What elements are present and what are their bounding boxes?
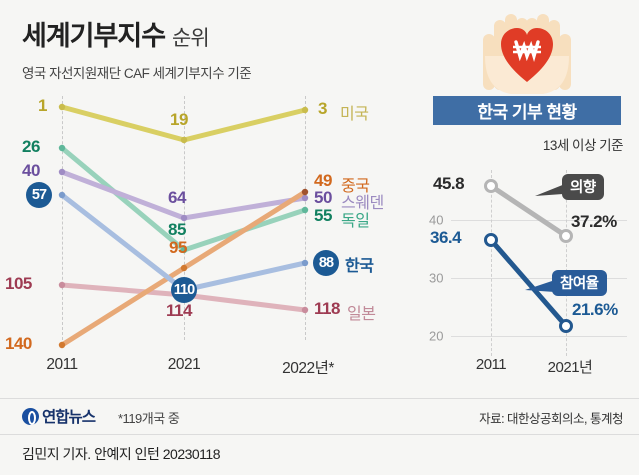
value-label-chamyeoyul-2011: 36.4 bbox=[430, 228, 462, 247]
y-tick-40: 40 bbox=[429, 212, 444, 228]
footer-divider-top bbox=[0, 398, 639, 399]
value-label-usa-2022: 3 bbox=[318, 99, 327, 118]
value-label-germany-2022: 55 bbox=[314, 206, 332, 225]
yonhap-logo[interactable]: 연합뉴스 bbox=[22, 405, 96, 427]
gridline-2011 bbox=[62, 96, 63, 340]
title-sub: 순위 bbox=[172, 27, 210, 50]
country-label-usa: 미국 bbox=[340, 106, 369, 123]
korea-donation-panel: 한국 기부 현황 13세 이상 기준 40 30 20 bbox=[415, 0, 639, 400]
x-axis-label-right-2021: 2021년 bbox=[547, 359, 593, 376]
callout-chamyeoyul: 참여율 bbox=[552, 270, 607, 296]
korea-donation-title-banner: 한국 기부 현황 bbox=[433, 96, 621, 125]
yonhap-logo-text: 연합뉴스 bbox=[42, 409, 96, 426]
value-badge-korea-2021: 110 bbox=[171, 277, 197, 303]
page-title: 세계기부지수 순위 bbox=[22, 14, 251, 53]
korea-donation-series-svg bbox=[484, 179, 573, 333]
line-series-svg bbox=[58, 103, 309, 349]
footer: 연합뉴스 *119개국 중 자료: 대한상공회의소, 통계청 bbox=[0, 398, 639, 434]
gridline-2022 bbox=[305, 96, 306, 340]
value-label-usa-2021: 19 bbox=[170, 110, 188, 129]
country-label-japan: 일본 bbox=[347, 306, 376, 323]
x-axis-label-2021: 2021 bbox=[167, 356, 201, 373]
gridline-20 bbox=[451, 336, 627, 337]
value-label-china-2011: 140 bbox=[5, 334, 32, 353]
y-tick-30: 30 bbox=[429, 270, 444, 286]
value-label-japan-2022: 118 bbox=[314, 299, 340, 318]
gridline-30 bbox=[451, 278, 627, 279]
x-axis-label-2022: 2022년* bbox=[282, 360, 334, 377]
country-label-china: 중국 bbox=[341, 178, 370, 195]
x-axis-label-right-2011: 2011 bbox=[475, 356, 507, 373]
value-label-chamyeoyul-2021: 21.6% bbox=[572, 300, 618, 319]
gridline-right-2011 bbox=[491, 170, 492, 356]
value-label-germany-2021: 85 bbox=[168, 220, 186, 239]
value-badge-korea-2011: 57 bbox=[26, 182, 52, 208]
value-label-sweden-2011: 40 bbox=[22, 161, 40, 180]
value-label-germany-2011: 26 bbox=[22, 137, 40, 156]
callout-uihyang: 의향 bbox=[562, 174, 604, 200]
footnote: *119개국 중 bbox=[118, 411, 180, 426]
world-giving-index-chart: 1 26 40 57 105 140 19 85 64 110 114 95 3… bbox=[0, 88, 408, 388]
hands-holding-heart-won-icon bbox=[471, 4, 583, 105]
value-label-japan-2011: 105 bbox=[5, 274, 32, 293]
value-label-china-2021: 95 bbox=[169, 238, 187, 257]
x-axis-label-2011: 2011 bbox=[46, 356, 78, 373]
title-main: 세계기부지수 bbox=[22, 21, 166, 51]
country-label-germany: 독일 bbox=[341, 213, 370, 230]
yonhap-logo-icon bbox=[22, 407, 39, 425]
country-label-korea: 한국 bbox=[345, 258, 374, 275]
value-label-sweden-2022: 50 bbox=[314, 188, 332, 207]
value-badge-korea-2022: 88 bbox=[313, 250, 339, 276]
value-label-uihyang-2021: 37.2% bbox=[571, 212, 617, 231]
korea-donation-chart: 40 30 20 45.8 37.2% 36.4 bbox=[415, 160, 639, 400]
footer-divider-bottom bbox=[0, 434, 639, 435]
korea-donation-title-text: 한국 기부 현황 bbox=[477, 103, 577, 122]
value-label-uihyang-2011: 45.8 bbox=[433, 174, 465, 193]
value-label-sweden-2021: 64 bbox=[168, 188, 186, 207]
value-label-china-2022: 49 bbox=[314, 171, 332, 190]
header: 세계기부지수 순위 영국 자선지원재단 CAF 세계기부지수 기준 bbox=[22, 14, 252, 82]
value-label-usa-2011: 1 bbox=[38, 96, 47, 115]
gridline-right-2021 bbox=[566, 170, 567, 356]
korea-donation-note: 13세 이상 기준 bbox=[542, 138, 624, 153]
source-credit: 자료: 대한상공회의소, 통계청 bbox=[479, 412, 623, 426]
subtitle: 영국 자선지원재단 CAF 세계기부지수 기준 bbox=[22, 66, 252, 81]
y-tick-20: 20 bbox=[429, 328, 444, 344]
value-label-japan-2021: 114 bbox=[166, 301, 192, 320]
byline: 김민지 기자. 안예지 인턴 20230118 bbox=[22, 446, 221, 462]
country-label-sweden: 스웨덴 bbox=[341, 195, 384, 212]
